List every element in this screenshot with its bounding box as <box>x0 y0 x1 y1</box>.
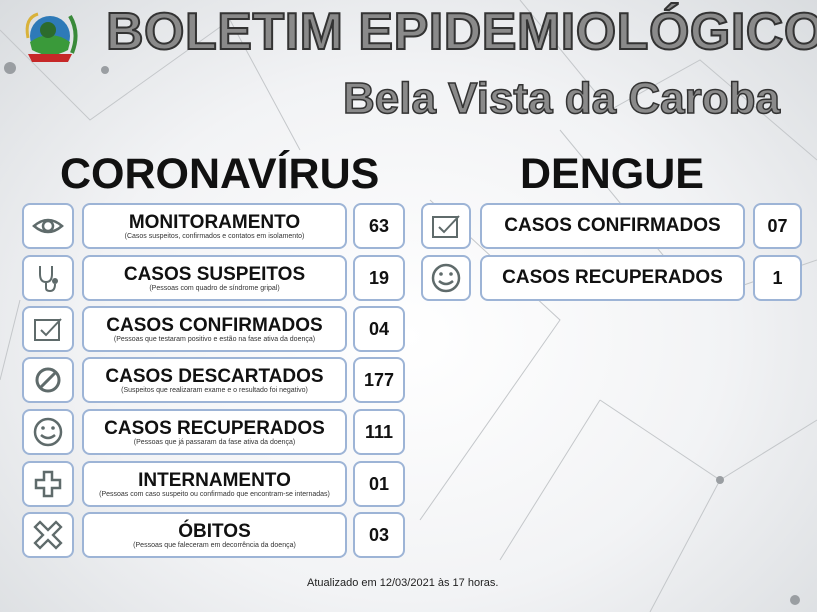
stat-label-box: INTERNAMENTO (Pessoas com caso suspeito … <box>82 461 347 507</box>
stat-value: 03 <box>368 524 390 545</box>
stat-value: 111 <box>364 421 394 442</box>
stat-label: INTERNAMENTO <box>138 469 291 491</box>
eye-icon <box>22 203 74 249</box>
stat-description: (Pessoas que faleceram em decorrência da… <box>133 541 296 549</box>
logo <box>20 8 80 70</box>
stat-value: 07 <box>767 215 788 236</box>
stat-label: CASOS CONFIRMADOS <box>106 314 323 336</box>
coronavirus-heading: CORONAVÍRUS <box>60 150 380 198</box>
stat-value-box: 177 <box>353 357 405 403</box>
update-note: Atualizado em 12/03/2021 às 17 horas. <box>307 577 499 589</box>
prohibited-icon <box>22 357 74 403</box>
page-title: BOLETIM EPIDEMIOLÓGICO <box>105 2 817 62</box>
stat-value-box: 111 <box>353 409 405 455</box>
stat-value-box: 19 <box>353 255 405 301</box>
smiley-icon <box>421 255 471 301</box>
stat-label: CASOS SUSPEITOS <box>123 263 306 285</box>
stat-label-box: CASOS SUSPEITOS (Pessoas com quadro de s… <box>82 255 347 301</box>
stat-label-box: ÓBITOS (Pessoas que faleceram em decorrê… <box>82 512 347 558</box>
stat-description: (Pessoas que testaram positivo e estão n… <box>113 335 316 343</box>
stat-label-box: CASOS DESCARTADOS (Suspeitos que realiza… <box>82 357 347 403</box>
stat-value-box: 1 <box>753 255 802 301</box>
stat-label: MONITORAMENTO <box>128 211 301 233</box>
stethoscope-icon <box>22 255 74 301</box>
stat-label: ÓBITOS <box>178 520 251 542</box>
smiley-icon <box>22 409 74 455</box>
checkbox-icon <box>22 306 74 352</box>
stat-value: 177 <box>363 369 395 390</box>
stat-value: 19 <box>368 267 390 288</box>
stat-label-box: CASOS CONFIRMADOS <box>480 203 745 249</box>
stat-label: CASOS RECUPERADOS <box>104 417 325 439</box>
stat-description: (Casos suspeitos, confirmados e contatos… <box>124 232 305 240</box>
stat-value-box: 01 <box>353 461 405 507</box>
page-subtitle: Bela Vista da Caroba <box>342 73 780 124</box>
stat-description: (Suspeitos que realizaram exame e o resu… <box>121 386 308 394</box>
stat-label-box: CASOS CONFIRMADOS (Pessoas que testaram … <box>82 306 347 352</box>
stat-value-box: 07 <box>753 203 802 249</box>
stat-value-box: 03 <box>353 512 405 558</box>
stat-label-box: CASOS RECUPERADOS (Pessoas que já passar… <box>82 409 347 455</box>
stat-value-box: 04 <box>353 306 405 352</box>
stat-description: (Pessoas com caso suspeito ou confirmado… <box>99 490 330 498</box>
stat-value: 1 <box>772 267 783 288</box>
stat-label: CASOS RECUPERADOS <box>502 267 723 288</box>
stat-label-box: CASOS RECUPERADOS <box>480 255 745 301</box>
stat-label-box: MONITORAMENTO (Casos suspeitos, confirma… <box>82 203 347 249</box>
checkbox-icon <box>421 203 471 249</box>
stat-value: 63 <box>368 215 390 236</box>
x-icon <box>22 512 74 558</box>
stat-description: (Pessoas com quadro de síndrome gripal) <box>149 284 280 292</box>
cross-icon <box>22 461 74 507</box>
dengue-heading: DENGUE <box>520 150 704 198</box>
stat-label: CASOS CONFIRMADOS <box>504 215 721 236</box>
stat-value: 01 <box>368 473 390 494</box>
stat-description: (Pessoas que já passaram da fase ativa d… <box>133 438 296 446</box>
stat-label: CASOS DESCARTADOS <box>105 365 324 387</box>
stat-value: 04 <box>368 318 390 339</box>
stat-value-box: 63 <box>353 203 405 249</box>
